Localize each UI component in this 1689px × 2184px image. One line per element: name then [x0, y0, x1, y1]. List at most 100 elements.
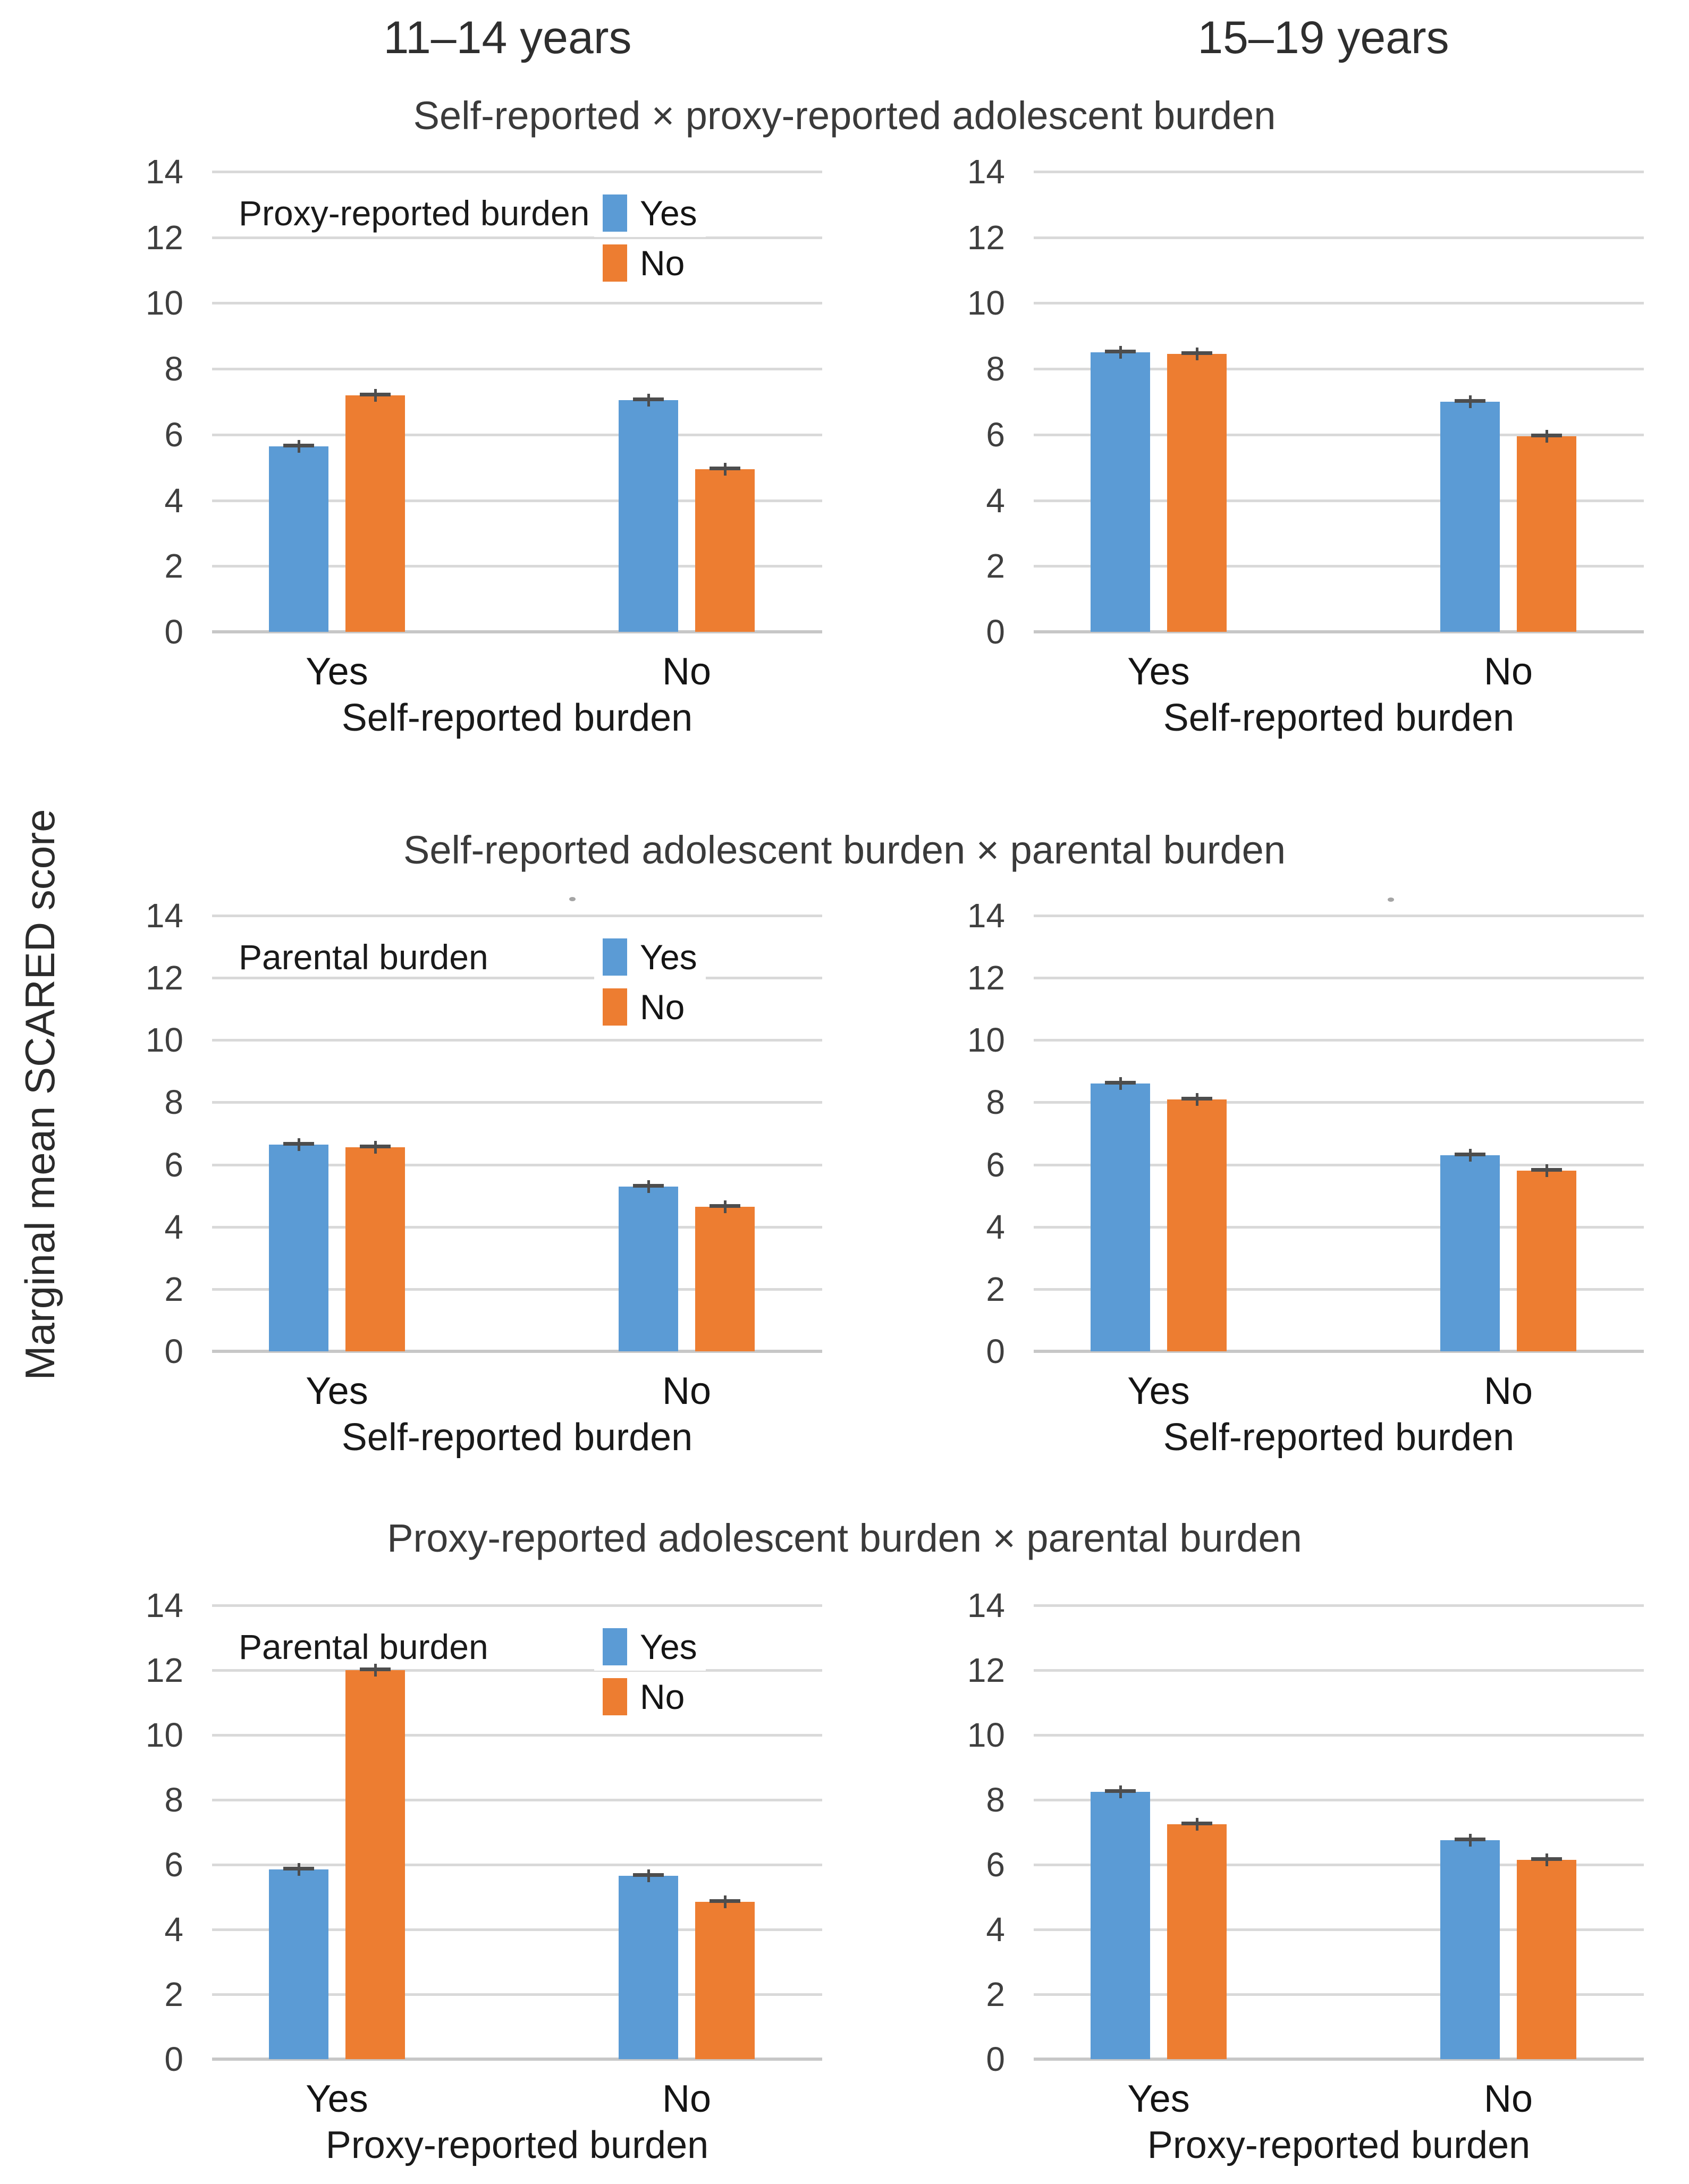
- bar-no-yes: [1167, 354, 1227, 632]
- gridline: [1034, 1928, 1644, 1931]
- error-bar-cap: [633, 1183, 664, 1188]
- gridline: [212, 977, 822, 980]
- gridline: [212, 302, 822, 305]
- gridline: [212, 499, 822, 502]
- plot-area: [212, 1604, 822, 2061]
- legend-swatch-yes: [603, 938, 627, 976]
- plot-area: [212, 171, 822, 633]
- x-category-label: No: [662, 1370, 712, 1412]
- gridline: [1034, 1101, 1644, 1104]
- gridline: [1034, 236, 1644, 239]
- gridline: [1034, 565, 1644, 568]
- y-tick-label: 6: [986, 415, 1005, 454]
- legend-entry-label: No: [640, 987, 685, 1027]
- gridline: [212, 236, 822, 239]
- y-tick-label: 12: [145, 959, 183, 997]
- bar-yes-no: [1440, 1840, 1500, 2059]
- y-tick-label: 2: [986, 1975, 1005, 2013]
- y-tick-label: 10: [967, 1021, 1005, 1060]
- gridline: [212, 1799, 822, 1801]
- chart-row-title: Proxy-reported adolescent burden × paren…: [387, 1516, 1302, 1560]
- gridline: [1034, 433, 1644, 436]
- y-tick-label: 10: [145, 284, 183, 323]
- chart-row-title: Self-reported adolescent burden × parent…: [403, 828, 1286, 872]
- bar-yes-yes: [269, 446, 328, 632]
- legend-entry-label: No: [640, 1677, 685, 1716]
- bar-yes-yes: [1091, 352, 1150, 632]
- error-bar-cap: [633, 397, 664, 401]
- gridline: [1034, 1993, 1644, 1996]
- error-bar-cap: [1181, 1821, 1212, 1825]
- stray-mark: [569, 897, 576, 901]
- bar-yes-no: [619, 400, 678, 632]
- y-tick-label: 6: [164, 415, 183, 454]
- x-category-label: No: [1483, 650, 1533, 693]
- error-bar-cap: [283, 1141, 314, 1146]
- bar-yes-no: [619, 1186, 678, 1351]
- plot-area: [1034, 1604, 1644, 2061]
- error-bar-cap: [710, 466, 740, 470]
- y-tick-label: 14: [145, 153, 183, 191]
- y-tick-label: 4: [164, 481, 183, 520]
- y-tick-label: 6: [164, 1846, 183, 1884]
- x-axis-title: Self-reported burden: [1163, 1416, 1515, 1459]
- x-category-label: Yes: [306, 650, 368, 693]
- gridline: [1034, 1604, 1644, 1607]
- error-bar-cap: [633, 1873, 664, 1877]
- bar-no-no: [1517, 1859, 1576, 2059]
- error-bar-cap: [1181, 351, 1212, 355]
- gridline: [212, 1225, 822, 1229]
- plot-area: [1034, 915, 1644, 1353]
- gridline: [1034, 630, 1644, 633]
- x-category-label: Yes: [306, 1370, 368, 1412]
- error-bar-cap: [1455, 1153, 1485, 1156]
- gridline: [212, 2058, 822, 2061]
- y-tick-label: 14: [967, 153, 1005, 191]
- error-bar-cap: [1531, 433, 1562, 437]
- gridline: [212, 1734, 822, 1737]
- stray-mark: [1388, 898, 1394, 902]
- gridline: [212, 1928, 822, 1931]
- gridline: [1034, 1225, 1644, 1229]
- bar-yes-yes: [1091, 1791, 1150, 2059]
- legend-entry-no: No: [594, 239, 694, 287]
- bar-yes-no: [1440, 1155, 1500, 1351]
- gridline: [212, 1350, 822, 1353]
- legend-entry-yes: Yes: [594, 189, 706, 237]
- y-tick-label: 8: [164, 1083, 183, 1122]
- x-axis-title: Proxy-reported burden: [1147, 2124, 1531, 2166]
- bar-yes-no: [619, 1876, 678, 2059]
- bar-yes-no: [1440, 402, 1500, 632]
- gridline: [1034, 1039, 1644, 1042]
- error-bar-cap: [710, 1204, 740, 1208]
- y-tick-label: 4: [986, 1207, 1005, 1246]
- bar-no-yes: [345, 1670, 405, 2059]
- gridline: [1034, 1734, 1644, 1737]
- bar-no-no: [695, 469, 755, 632]
- gridline: [1034, 1288, 1644, 1291]
- gridline: [1034, 499, 1644, 502]
- age-group-header-11-14: 11–14 years: [383, 12, 632, 63]
- gridline: [212, 433, 822, 436]
- y-tick-label: 10: [967, 284, 1005, 323]
- y-tick-label: 8: [164, 350, 183, 388]
- gridline: [212, 1669, 822, 1672]
- x-axis-title: Self-reported burden: [341, 1416, 693, 1459]
- y-tick-label: 2: [986, 1269, 1005, 1308]
- gridline: [212, 565, 822, 568]
- y-tick-label: 12: [967, 1651, 1005, 1689]
- gridline: [212, 1864, 822, 1866]
- legend-entry-label: Yes: [640, 193, 697, 233]
- y-tick-label: 14: [967, 896, 1005, 935]
- legend-title: Parental burden: [239, 1627, 488, 1666]
- bar-no-yes: [1167, 1099, 1227, 1351]
- legend-swatch-yes: [603, 1628, 627, 1665]
- bar-no-no: [1517, 436, 1576, 632]
- y-tick-label: 0: [164, 613, 183, 651]
- gridline: [212, 171, 822, 173]
- gridline: [1034, 1864, 1644, 1866]
- gridline: [1034, 1669, 1644, 1672]
- y-tick-label: 4: [986, 1910, 1005, 1949]
- error-bar-cap: [283, 443, 314, 447]
- y-tick-label: 2: [986, 547, 1005, 586]
